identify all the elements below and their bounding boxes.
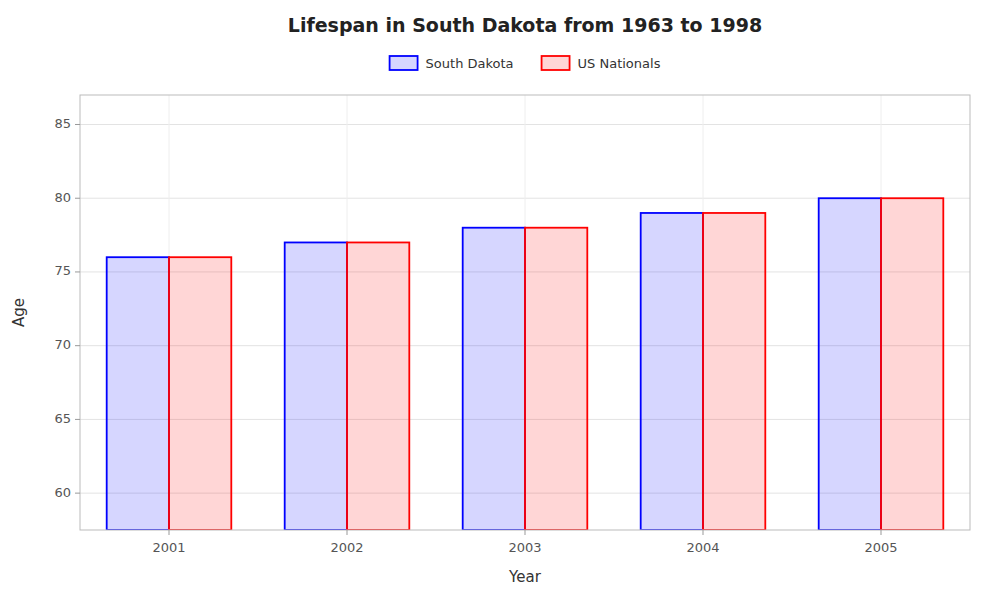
y-tick-label: 80 <box>54 190 71 205</box>
y-tick-label: 60 <box>54 485 71 500</box>
x-tick-label: 2004 <box>686 540 719 555</box>
bar <box>641 213 703 530</box>
legend-swatch <box>542 56 570 70</box>
bar <box>881 198 943 530</box>
x-axis-label: Year <box>508 568 542 586</box>
bar <box>703 213 765 530</box>
bar <box>285 242 347 530</box>
grid <box>80 95 970 530</box>
x-tick-label: 2003 <box>508 540 541 555</box>
y-axis: 60 65 70 75 80 85 <box>54 116 80 500</box>
x-tick-label: 2001 <box>152 540 185 555</box>
legend-label: US Nationals <box>578 56 661 71</box>
y-tick-label: 75 <box>54 263 71 278</box>
legend-item: South Dakota <box>390 56 514 71</box>
legend-swatch <box>390 56 418 70</box>
x-tick <box>881 530 882 535</box>
y-tick <box>75 493 80 494</box>
bar-series <box>169 198 943 530</box>
chart-container: Lifespan in South Dakota from 1963 to 19… <box>0 0 1000 600</box>
y-tick-label: 65 <box>54 411 71 426</box>
chart-svg: Lifespan in South Dakota from 1963 to 19… <box>0 0 1000 600</box>
x-tick <box>347 530 348 535</box>
bar <box>525 228 587 530</box>
bar <box>347 242 409 530</box>
legend-label: South Dakota <box>426 56 514 71</box>
y-tick <box>75 198 80 199</box>
legend: South Dakota US Nationals <box>390 56 661 71</box>
x-tick-label: 2002 <box>330 540 363 555</box>
x-tick-label: 2005 <box>864 540 897 555</box>
x-tick <box>169 530 170 535</box>
bars <box>107 198 944 530</box>
x-tick <box>525 530 526 535</box>
y-tick-label: 70 <box>54 337 71 352</box>
bar <box>169 257 231 530</box>
bar <box>107 257 169 530</box>
y-tick <box>75 124 80 125</box>
y-axis-label: Age <box>10 298 28 327</box>
y-tick <box>75 345 80 346</box>
chart-title: Lifespan in South Dakota from 1963 to 19… <box>288 14 762 36</box>
y-tick <box>75 419 80 420</box>
x-axis: 2001 2002 2003 2004 2005 <box>152 530 897 555</box>
plot-frame <box>80 95 970 530</box>
bar <box>463 228 525 530</box>
bar <box>819 198 881 530</box>
x-tick <box>703 530 704 535</box>
legend-item: US Nationals <box>542 56 661 71</box>
bar-series <box>107 198 881 530</box>
y-tick-label: 85 <box>54 116 71 131</box>
y-tick <box>75 271 80 272</box>
